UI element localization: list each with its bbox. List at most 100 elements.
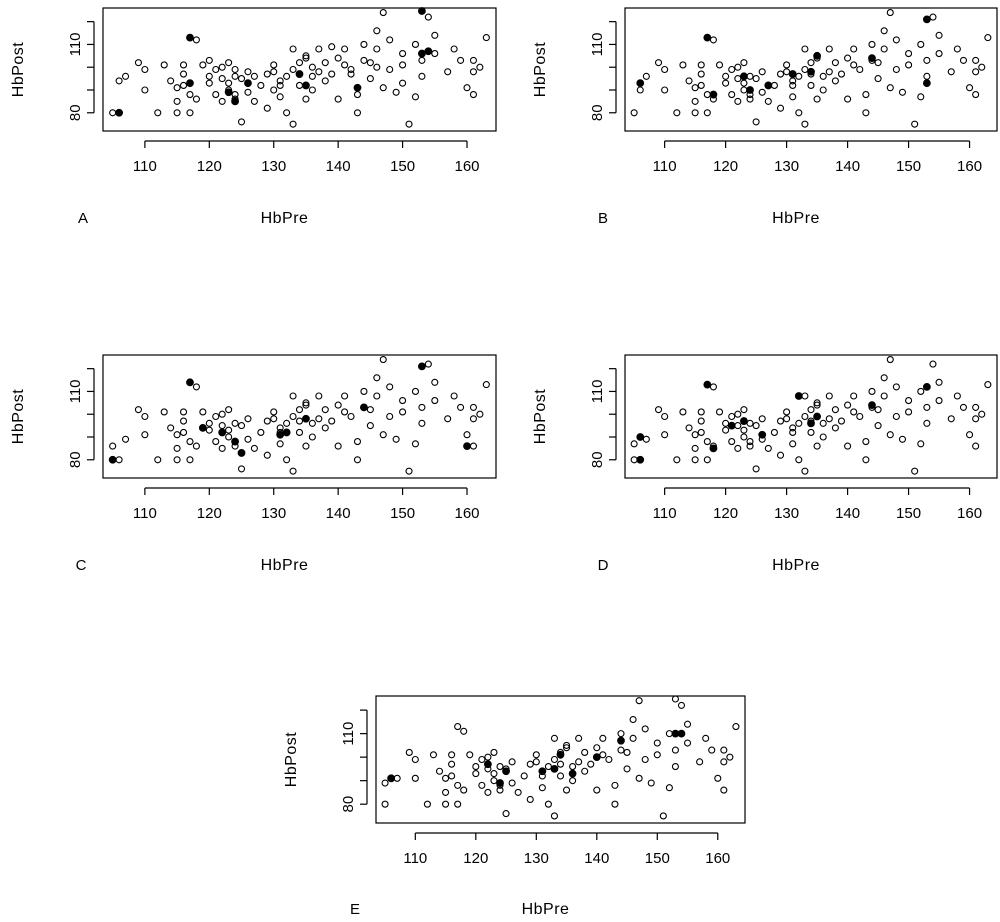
data-point bbox=[556, 772, 565, 780]
data-point bbox=[696, 758, 704, 766]
data-point bbox=[450, 392, 458, 400]
data-point bbox=[837, 417, 846, 425]
data-point bbox=[642, 72, 650, 80]
data-point bbox=[270, 86, 278, 94]
data-point bbox=[776, 417, 785, 425]
data-point bbox=[405, 120, 413, 128]
data-point bbox=[728, 412, 736, 421]
highlighted-point bbox=[502, 767, 510, 776]
y-tick-label: 80 bbox=[589, 104, 606, 121]
panel-label: E bbox=[350, 901, 360, 918]
data-point bbox=[302, 442, 310, 450]
data-point bbox=[752, 75, 760, 83]
data-point bbox=[192, 95, 200, 103]
data-point bbox=[661, 86, 669, 94]
data-point bbox=[795, 456, 803, 464]
data-point bbox=[935, 397, 943, 405]
data-point bbox=[502, 810, 510, 818]
data-point bbox=[752, 118, 760, 126]
data-point bbox=[720, 786, 728, 794]
data-point bbox=[874, 422, 882, 430]
data-point bbox=[431, 397, 439, 405]
data-point bbox=[671, 763, 679, 771]
data-point bbox=[411, 40, 420, 48]
data-point bbox=[874, 75, 882, 83]
data-point bbox=[360, 56, 368, 64]
data-point bbox=[635, 774, 643, 782]
data-point bbox=[237, 465, 246, 473]
data-point bbox=[244, 415, 252, 423]
data-point bbox=[121, 72, 130, 80]
data-point bbox=[703, 456, 711, 464]
x-tick-label: 150 bbox=[390, 158, 415, 175]
y-tick-label: 110 bbox=[67, 32, 84, 56]
data-point bbox=[526, 760, 534, 768]
data-point bbox=[386, 412, 394, 421]
highlighted-point bbox=[302, 414, 310, 423]
data-point bbox=[328, 43, 336, 51]
data-point bbox=[789, 424, 797, 432]
data-point bbox=[424, 13, 432, 21]
data-point bbox=[868, 40, 876, 48]
data-point bbox=[917, 387, 925, 395]
data-point bbox=[257, 81, 265, 89]
data-point bbox=[373, 63, 381, 71]
data-point bbox=[463, 431, 471, 439]
data-point bbox=[154, 456, 162, 464]
data-point bbox=[789, 81, 797, 89]
data-point bbox=[726, 753, 734, 761]
data-point bbox=[850, 408, 858, 416]
highlighted-point bbox=[703, 33, 712, 42]
data-point bbox=[442, 788, 450, 796]
data-point bbox=[850, 392, 858, 400]
data-point bbox=[457, 403, 465, 411]
data-point bbox=[844, 442, 852, 450]
data-point bbox=[831, 77, 839, 85]
data-point bbox=[673, 456, 681, 464]
data-point bbox=[819, 433, 827, 441]
data-point bbox=[641, 725, 649, 733]
data-point bbox=[972, 403, 980, 411]
data-point bbox=[984, 34, 992, 42]
data-point bbox=[691, 456, 699, 464]
data-point bbox=[868, 387, 876, 395]
data-point bbox=[295, 417, 304, 425]
data-point bbox=[746, 442, 754, 450]
data-point bbox=[978, 63, 986, 71]
data-point bbox=[321, 406, 329, 414]
x-tick-label: 130 bbox=[261, 158, 286, 175]
x-axis-title: HbPre bbox=[772, 210, 820, 227]
data-point bbox=[953, 45, 961, 53]
data-point bbox=[758, 88, 766, 96]
data-point bbox=[801, 45, 809, 53]
data-point bbox=[862, 438, 870, 446]
data-point bbox=[514, 788, 522, 796]
data-point bbox=[734, 444, 742, 452]
data-point bbox=[801, 467, 809, 475]
highlighted-point bbox=[244, 79, 252, 88]
data-point bbox=[289, 392, 297, 400]
data-point bbox=[886, 84, 894, 92]
data-point bbox=[469, 68, 478, 76]
data-point bbox=[386, 383, 394, 391]
data-point bbox=[212, 438, 220, 446]
data-point bbox=[429, 751, 438, 759]
data-point bbox=[758, 415, 766, 423]
data-point bbox=[722, 72, 730, 80]
data-point bbox=[611, 781, 619, 789]
data-point bbox=[880, 45, 888, 53]
plot-frame bbox=[375, 695, 746, 824]
data-point bbox=[831, 406, 839, 414]
y-tick-label: 80 bbox=[589, 451, 606, 468]
highlighted-point bbox=[224, 88, 233, 97]
data-point bbox=[302, 95, 310, 103]
data-point bbox=[315, 392, 323, 400]
panel-label: C bbox=[76, 557, 87, 574]
data-point bbox=[399, 50, 407, 58]
highlighted-point bbox=[231, 437, 239, 446]
data-point bbox=[302, 401, 310, 409]
data-point bbox=[715, 61, 724, 69]
data-point bbox=[831, 59, 839, 67]
data-point bbox=[469, 56, 478, 64]
data-point bbox=[837, 70, 846, 78]
